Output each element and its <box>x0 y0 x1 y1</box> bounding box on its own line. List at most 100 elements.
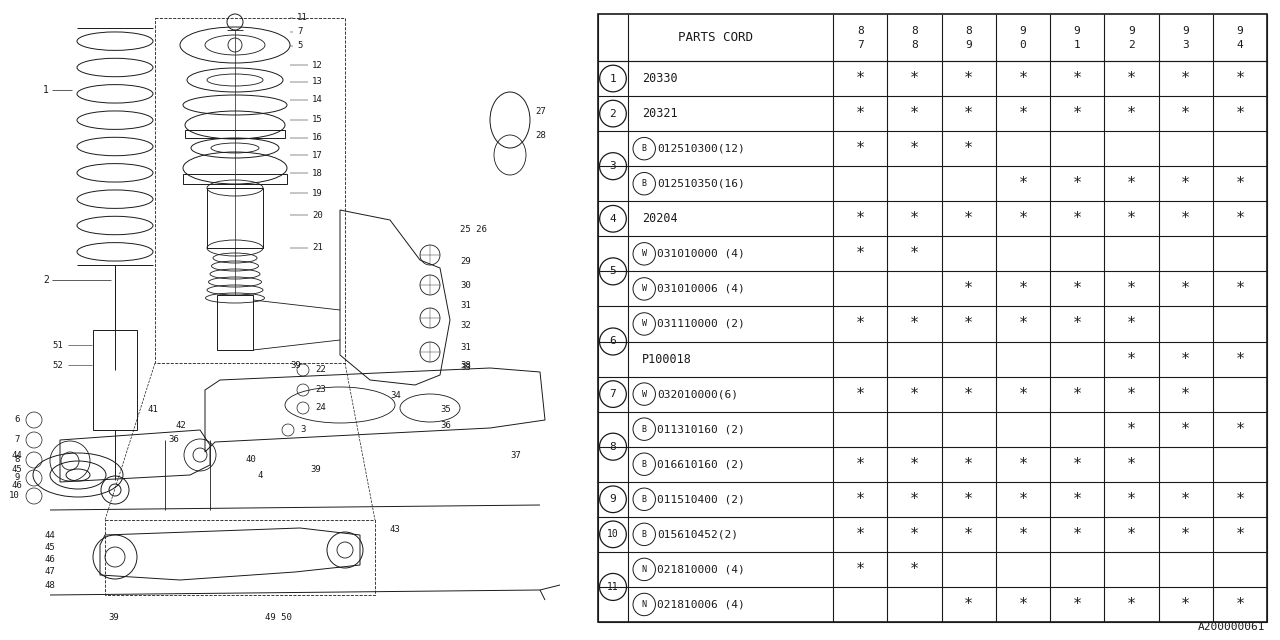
Text: 011510400 (2): 011510400 (2) <box>658 494 745 504</box>
Text: 41: 41 <box>148 406 159 415</box>
Text: *: * <box>1181 106 1190 121</box>
Text: 6: 6 <box>14 415 20 424</box>
Text: 5: 5 <box>297 42 302 51</box>
Bar <box>598 14 1267 622</box>
Text: 2: 2 <box>609 109 617 118</box>
Text: *: * <box>1235 282 1244 296</box>
Text: *: * <box>910 141 919 156</box>
Text: 18: 18 <box>312 168 323 177</box>
Text: *: * <box>964 211 973 227</box>
Text: *: * <box>855 562 865 577</box>
Text: *: * <box>1235 71 1244 86</box>
Text: 9: 9 <box>609 494 617 504</box>
Text: *: * <box>910 316 919 332</box>
Text: *: * <box>1126 387 1135 401</box>
Text: *: * <box>1073 282 1082 296</box>
Text: *: * <box>910 387 919 401</box>
Text: 7: 7 <box>609 389 617 399</box>
Text: 2: 2 <box>1128 40 1135 49</box>
Text: *: * <box>855 492 865 507</box>
Text: *: * <box>1019 597 1028 612</box>
Text: *: * <box>1019 527 1028 542</box>
Text: 8: 8 <box>14 456 20 465</box>
Text: 33: 33 <box>460 364 471 372</box>
Text: 13: 13 <box>312 77 323 86</box>
Text: *: * <box>910 562 919 577</box>
Text: W: W <box>641 250 646 259</box>
Text: A200000061: A200000061 <box>1198 622 1265 632</box>
Text: B: B <box>641 425 646 434</box>
Text: 1: 1 <box>44 85 49 95</box>
Text: 11: 11 <box>607 582 618 592</box>
Text: 31: 31 <box>460 301 471 310</box>
Text: *: * <box>855 387 865 401</box>
Text: 43: 43 <box>390 525 401 534</box>
Text: *: * <box>1019 106 1028 121</box>
Text: 1: 1 <box>609 74 617 84</box>
Text: 3: 3 <box>300 426 306 435</box>
Text: *: * <box>1126 176 1135 191</box>
Text: 8: 8 <box>965 26 972 35</box>
Text: *: * <box>910 246 919 261</box>
Text: 012510350(16): 012510350(16) <box>658 179 745 189</box>
Text: *: * <box>1073 71 1082 86</box>
Text: 4: 4 <box>609 214 617 224</box>
Text: *: * <box>855 457 865 472</box>
Text: 031110000 (2): 031110000 (2) <box>658 319 745 329</box>
Bar <box>186 130 285 138</box>
Text: *: * <box>1019 457 1028 472</box>
Text: 39: 39 <box>310 465 321 474</box>
Text: 6: 6 <box>609 337 617 346</box>
Text: N: N <box>641 565 646 574</box>
Text: 24: 24 <box>315 403 325 413</box>
Text: 49 50: 49 50 <box>265 614 292 623</box>
Text: 37: 37 <box>509 451 521 460</box>
Text: 34: 34 <box>390 390 401 399</box>
Text: *: * <box>1019 316 1028 332</box>
Text: *: * <box>855 246 865 261</box>
Text: 8: 8 <box>911 26 918 35</box>
Text: 29: 29 <box>460 257 471 266</box>
Text: *: * <box>1181 211 1190 227</box>
Text: *: * <box>1126 457 1135 472</box>
Text: *: * <box>1073 106 1082 121</box>
Text: 42: 42 <box>175 420 186 429</box>
Text: N: N <box>641 600 646 609</box>
Text: 27: 27 <box>535 108 545 116</box>
Text: *: * <box>910 457 919 472</box>
Text: *: * <box>1126 492 1135 507</box>
Text: 40: 40 <box>244 456 256 465</box>
Text: *: * <box>1235 351 1244 367</box>
Text: 9: 9 <box>1183 26 1189 35</box>
Text: 0: 0 <box>1019 40 1027 49</box>
Text: *: * <box>1126 71 1135 86</box>
Text: W: W <box>641 390 646 399</box>
Text: *: * <box>1019 71 1028 86</box>
Text: 011310160 (2): 011310160 (2) <box>658 424 745 434</box>
Text: 21: 21 <box>312 243 323 253</box>
Text: *: * <box>910 492 919 507</box>
Text: *: * <box>1235 527 1244 542</box>
Text: 9: 9 <box>14 474 20 483</box>
Text: 30: 30 <box>460 280 471 289</box>
Text: 20204: 20204 <box>643 212 677 225</box>
Text: 10: 10 <box>9 492 20 500</box>
Text: B: B <box>641 179 646 188</box>
Text: *: * <box>1126 351 1135 367</box>
Text: 44: 44 <box>45 531 55 540</box>
Text: *: * <box>855 211 865 227</box>
Text: 39: 39 <box>291 360 301 369</box>
Text: 16: 16 <box>312 134 323 143</box>
Text: *: * <box>1181 351 1190 367</box>
Text: 36: 36 <box>168 435 179 445</box>
Text: *: * <box>1235 422 1244 436</box>
Text: *: * <box>1126 282 1135 296</box>
Text: 11: 11 <box>297 13 307 22</box>
Text: *: * <box>1181 71 1190 86</box>
Text: *: * <box>910 71 919 86</box>
Text: *: * <box>1019 282 1028 296</box>
Text: 3: 3 <box>1183 40 1189 49</box>
Text: *: * <box>1235 106 1244 121</box>
Text: 9: 9 <box>1236 26 1243 35</box>
Text: *: * <box>1126 211 1135 227</box>
